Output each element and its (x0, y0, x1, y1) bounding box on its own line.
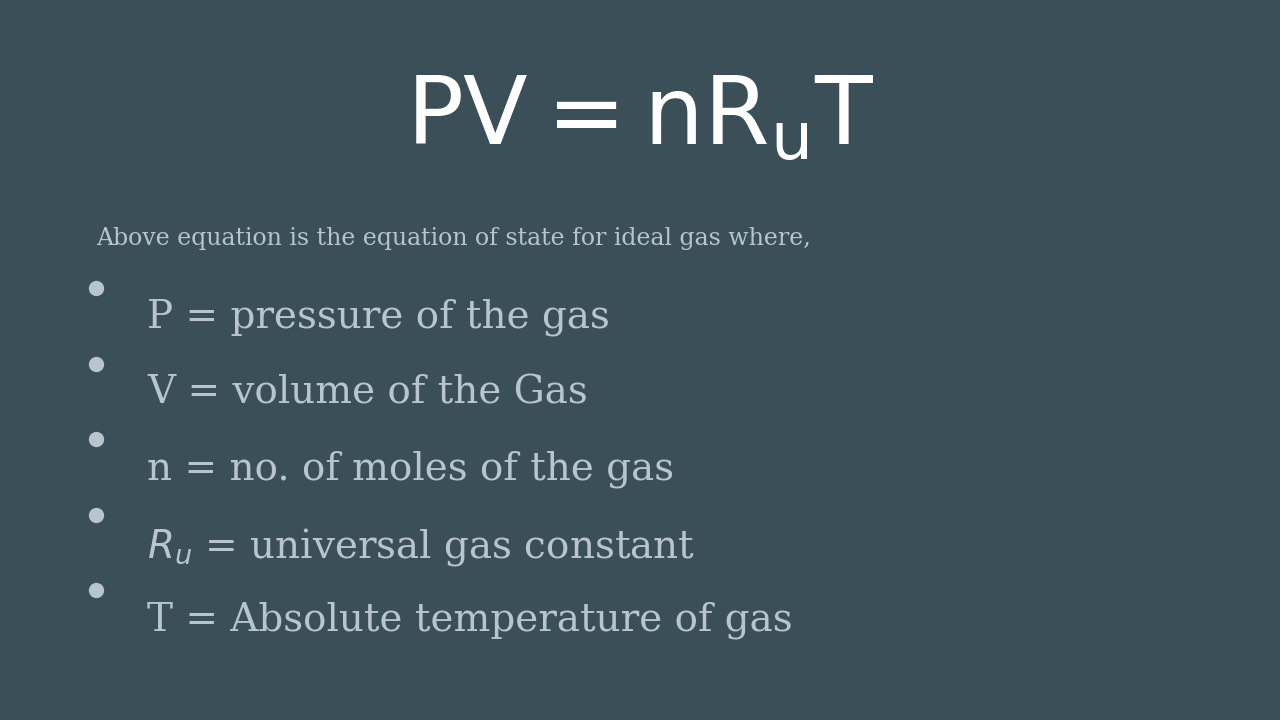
Text: T = Absolute temperature of gas: T = Absolute temperature of gas (147, 601, 792, 639)
Text: $R_u$ = universal gas constant: $R_u$ = universal gas constant (147, 526, 695, 567)
Text: Above equation is the equation of state for ideal gas where,: Above equation is the equation of state … (96, 227, 810, 250)
Text: V = volume of the Gas: V = volume of the Gas (147, 374, 588, 411)
Text: n = no. of moles of the gas: n = no. of moles of the gas (147, 450, 675, 487)
Text: P = pressure of the gas: P = pressure of the gas (147, 299, 611, 336)
Text: $\mathsf{PV = nR_uT}$: $\mathsf{PV = nR_uT}$ (406, 72, 874, 164)
